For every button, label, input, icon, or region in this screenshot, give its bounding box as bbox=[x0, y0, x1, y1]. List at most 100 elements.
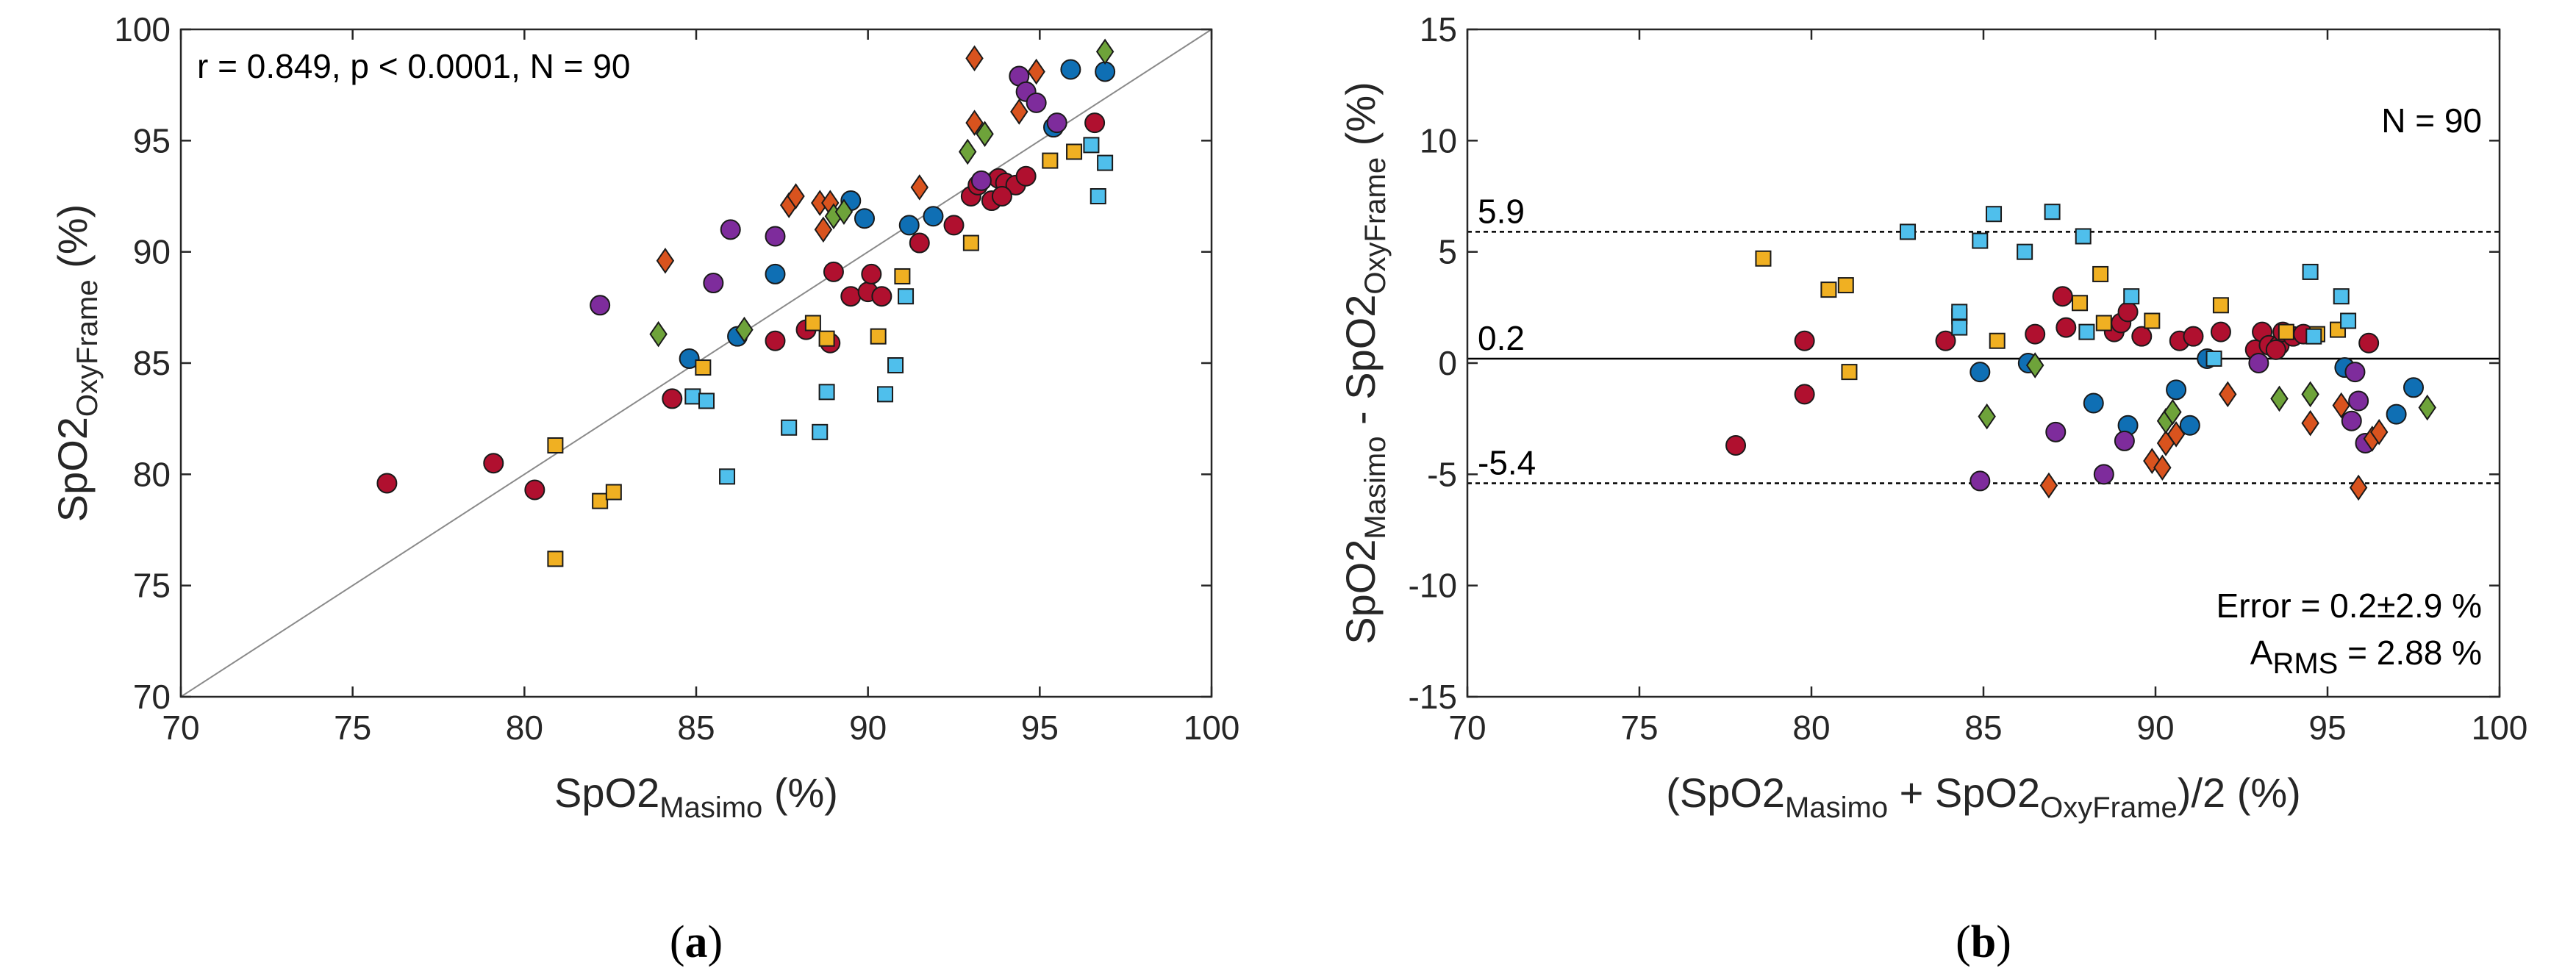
chart-b-y-tick-label: 15 bbox=[1420, 10, 1457, 49]
chart-b-point-orange-diamond bbox=[2332, 392, 2350, 419]
chart-a-point-purple-circle bbox=[1026, 92, 1047, 113]
chart-b-point-lightblue-square bbox=[2205, 350, 2222, 367]
chart-b-point-yellow-square bbox=[2092, 265, 2109, 282]
chart-a-point-red-circle bbox=[991, 186, 1012, 207]
chart-a-x-tick-label: 75 bbox=[334, 709, 371, 747]
chart-a-point-blue-circle bbox=[923, 206, 944, 227]
chart-a-point-yellow-square bbox=[818, 330, 835, 347]
chart-a-ticks: 70 75 80 85 90 95 100 70 75 80 85 90 95 100 bbox=[114, 10, 1239, 747]
chart-a-point-purple-circle bbox=[765, 226, 786, 247]
chart-b-point-lightblue-square bbox=[2302, 263, 2319, 280]
chart-b-mean-label: 0.2 bbox=[1478, 319, 1525, 357]
chart-b-point-purple-circle bbox=[2093, 464, 2114, 485]
chart-b-point-lightblue-square bbox=[1986, 206, 2003, 223]
chart-b-point-green-diamond bbox=[2270, 385, 2289, 412]
chart-a-point-yellow-square bbox=[1066, 143, 1083, 160]
chart-b-point-red-circle bbox=[2358, 332, 2380, 354]
chart-b-point-yellow-square bbox=[1841, 364, 1858, 381]
chart-b-x-tick-label: 85 bbox=[1964, 709, 2002, 747]
chart-a-point-yellow-square bbox=[605, 484, 622, 501]
chart-b-points bbox=[1725, 204, 2436, 501]
chart-a-point-purple-circle bbox=[590, 295, 611, 316]
chart-b-point-red-circle bbox=[2025, 323, 2046, 345]
chart-a-point-lightblue-square bbox=[719, 468, 736, 485]
chart-b-n-label: N = 90 bbox=[2381, 101, 2482, 140]
chart-a-x-tick-label: 70 bbox=[162, 709, 199, 747]
chart-a-point-yellow-square bbox=[547, 437, 564, 453]
chart-b-x-tick-label: 70 bbox=[1448, 709, 1486, 747]
chart-a-x-axis-label: SpO2Masimo (%) bbox=[554, 770, 838, 824]
chart-b-point-green-diamond bbox=[2418, 394, 2436, 421]
chart-b-point-orange-diamond bbox=[2153, 454, 2172, 481]
chart-b-x-tick-label: 80 bbox=[1792, 709, 1830, 747]
chart-b-lower-limit-label: -5.4 bbox=[1478, 443, 1536, 481]
chart-b-point-purple-circle bbox=[2348, 390, 2369, 412]
chart-a-point-blue-circle bbox=[1060, 59, 1081, 80]
chart-b-point-lightblue-square bbox=[2123, 288, 2140, 305]
chart-a-point-green-diamond bbox=[735, 316, 754, 343]
chart-a-point-orange-diamond bbox=[965, 45, 984, 72]
chart-b-point-lightblue-square bbox=[2305, 328, 2322, 345]
chart-a-x-tick-label: 80 bbox=[506, 709, 543, 747]
chart-a-point-green-diamond bbox=[649, 320, 668, 348]
chart-b-point-yellow-square bbox=[2095, 315, 2112, 331]
chart-a-point-purple-circle bbox=[703, 273, 724, 294]
chart-a-point-yellow-square bbox=[962, 234, 979, 251]
chart-a-x-tick-label: 90 bbox=[849, 709, 887, 747]
panel-label-b: (b) bbox=[1956, 917, 2011, 967]
chart-a-point-red-circle bbox=[662, 388, 683, 409]
chart-a-point-red-circle bbox=[524, 479, 545, 501]
chart-a-axes-box bbox=[179, 28, 1213, 698]
chart-a-stats-annotation: r = 0.849, p < 0.0001, N = 90 bbox=[197, 47, 631, 85]
chart-a-point-blue-circle bbox=[679, 348, 700, 369]
chart-b-point-lightblue-square bbox=[2078, 323, 2095, 340]
chart-a-xlabel-unit: (%) bbox=[762, 770, 838, 816]
chart-b-point-red-circle bbox=[1935, 330, 1956, 351]
chart-a-y-tick-label: 75 bbox=[133, 567, 171, 605]
chart-b-point-purple-circle bbox=[1969, 470, 1991, 492]
chart-b-point-lightblue-square bbox=[2333, 288, 2350, 305]
chart-a-point-blue-circle bbox=[1095, 61, 1116, 82]
chart-b-point-green-diamond bbox=[2301, 381, 2319, 408]
chart-b-point-yellow-square bbox=[1820, 281, 1837, 298]
chart-b-point-red-circle bbox=[2056, 317, 2077, 338]
chart-a-point-blue-circle bbox=[765, 263, 786, 284]
chart-a-point-green-diamond bbox=[834, 198, 854, 225]
chart-b-ticks: 70 75 80 85 90 95 100 -15 -10 -5 0 5 10 15 bbox=[1409, 10, 2528, 747]
chart-b-point-red-circle bbox=[2131, 326, 2153, 347]
chart-a-point-red-circle bbox=[765, 330, 786, 351]
chart-a-ylabel-main: SpO2 bbox=[49, 417, 96, 522]
chart-b-point-blue-circle bbox=[2166, 379, 2187, 401]
chart-b-point-red-circle bbox=[2117, 301, 2139, 323]
chart-b-point-orange-diamond bbox=[2301, 409, 2319, 437]
chart-b-point-yellow-square bbox=[2072, 295, 2089, 312]
chart-a-y-tick-label: 70 bbox=[133, 678, 171, 716]
chart-a: 70 75 80 85 90 95 100 70 75 80 85 90 95 100 r = 0.849… bbox=[49, 10, 1239, 967]
chart-b-point-yellow-square bbox=[1837, 277, 1854, 294]
chart-b-point-yellow-square bbox=[1755, 250, 1772, 267]
chart-a-point-yellow-square bbox=[804, 315, 821, 331]
chart-b-point-lightblue-square bbox=[2044, 204, 2061, 220]
chart-a-point-lightblue-square bbox=[898, 288, 915, 305]
chart-a-point-red-circle bbox=[823, 261, 844, 282]
chart-b-point-lightblue-square bbox=[1972, 232, 1989, 249]
chart-a-ylabel-sub: OxyFrame bbox=[71, 279, 104, 417]
chart-b-point-yellow-square bbox=[2212, 297, 2229, 314]
chart-a-y-axis-label: SpO2OxyFrame (%) bbox=[49, 204, 104, 523]
chart-b-point-lightblue-square bbox=[1951, 319, 1968, 336]
chart-b-point-yellow-square bbox=[1989, 332, 2006, 349]
chart-b-point-purple-circle bbox=[2045, 421, 2067, 442]
chart-b-point-orange-diamond bbox=[2369, 419, 2389, 445]
chart-b-x-tick-label: 90 bbox=[2136, 709, 2174, 747]
chart-b-point-blue-circle bbox=[1969, 362, 1991, 383]
chart-a-point-red-circle bbox=[376, 473, 398, 494]
chart-a-point-lightblue-square bbox=[698, 392, 715, 409]
chart-b-axes-box bbox=[1466, 28, 2501, 698]
chart-b-point-orange-diamond bbox=[2167, 421, 2186, 448]
chart-a-point-red-circle bbox=[909, 232, 930, 254]
chart-a-point-orange-diamond bbox=[965, 110, 984, 136]
chart-b-point-blue-circle bbox=[2083, 392, 2104, 414]
chart-b-point-purple-circle bbox=[2341, 410, 2362, 431]
chart-a-point-blue-circle bbox=[898, 215, 920, 236]
chart-a-y-tick-label: 90 bbox=[133, 233, 171, 271]
